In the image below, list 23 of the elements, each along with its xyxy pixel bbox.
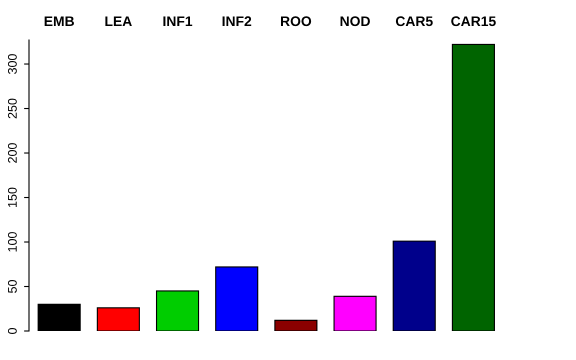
bar xyxy=(392,240,436,331)
bar xyxy=(96,307,140,331)
bar xyxy=(38,304,81,331)
y-tick-label: 200 xyxy=(8,143,17,163)
x-tick-label: ROO xyxy=(280,16,312,26)
x-tick-label: INF2 xyxy=(222,16,252,26)
bar xyxy=(156,290,200,331)
x-tick-label: LEA xyxy=(105,16,132,26)
x-tick-label: CAR5 xyxy=(396,16,433,26)
bar xyxy=(333,296,377,331)
y-tick-label: 100 xyxy=(8,232,17,252)
x-tick-label: NOD xyxy=(340,16,370,26)
y-tick-label: 50 xyxy=(8,280,17,293)
y-tick-label: 300 xyxy=(8,54,17,74)
bar xyxy=(215,266,258,331)
y-tick-label: 0 xyxy=(8,328,17,334)
x-tick-label: CAR15 xyxy=(451,16,496,26)
y-tick-label: 250 xyxy=(8,98,17,118)
y-tick-label: 150 xyxy=(8,188,17,207)
bar xyxy=(274,320,318,331)
x-tick-label: INF1 xyxy=(163,16,192,26)
bar xyxy=(452,44,495,331)
x-tick-label: EMB xyxy=(44,16,74,26)
